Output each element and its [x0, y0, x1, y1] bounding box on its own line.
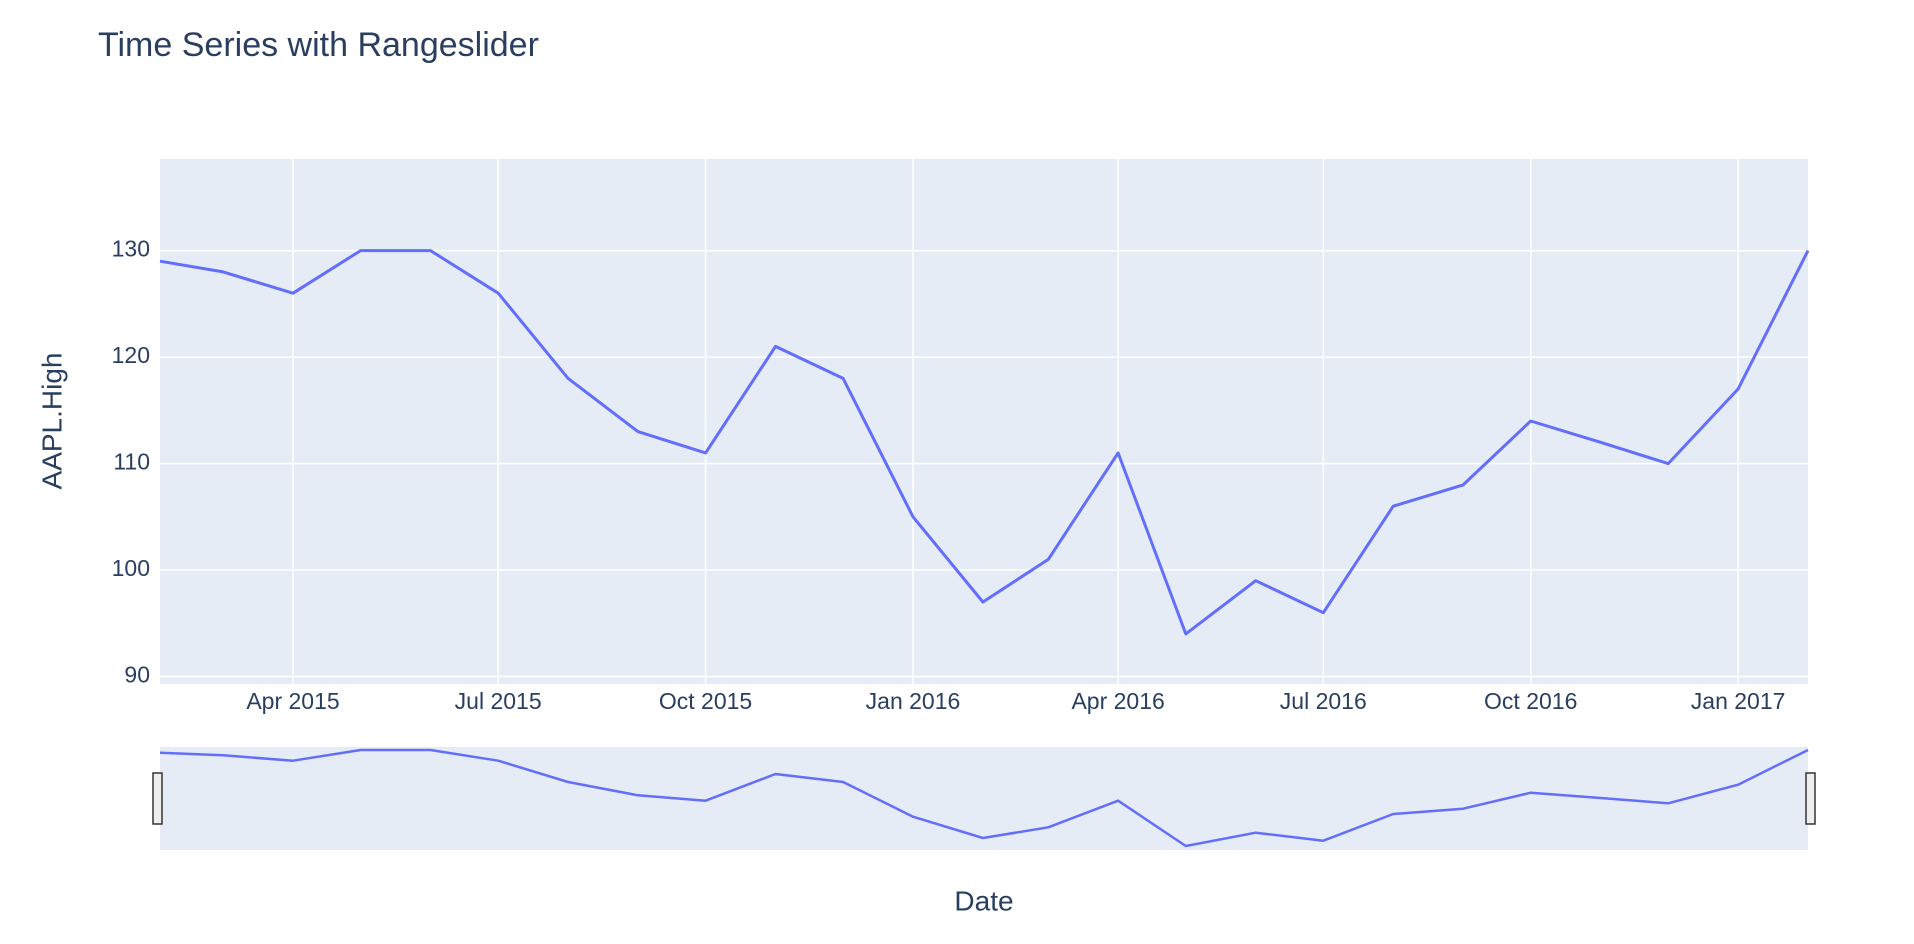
chart-title: Time Series with Rangeslider [98, 26, 539, 64]
x-axis-label: Date [954, 885, 1013, 916]
plot-area [160, 159, 1808, 684]
x-tick-label: Oct 2016 [1484, 688, 1577, 714]
slider-handle[interactable] [1805, 772, 1816, 825]
x-tick-label: Oct 2015 [659, 688, 752, 714]
x-tick-label: Apr 2016 [1071, 688, 1164, 714]
x-tick-label: Jul 2015 [455, 688, 542, 714]
slider-line [159, 748, 1809, 848]
rangeslider[interactable] [160, 747, 1808, 850]
y-axis-label: AAPL.High [36, 353, 67, 490]
y-tick-label: 90 [124, 662, 150, 688]
x-tick-label: Apr 2015 [246, 688, 339, 714]
y-tick-label: 120 [112, 342, 150, 368]
x-tick-label: Jul 2016 [1280, 688, 1367, 714]
data-line [159, 249, 1810, 636]
x-tick-label: Jan 2016 [866, 688, 961, 714]
y-tick-label: 130 [112, 236, 150, 262]
x-tick-label: Jan 2017 [1691, 688, 1786, 714]
y-tick-label: 110 [113, 449, 150, 475]
y-tick-label: 100 [112, 555, 150, 581]
slider-handle[interactable] [152, 772, 163, 825]
